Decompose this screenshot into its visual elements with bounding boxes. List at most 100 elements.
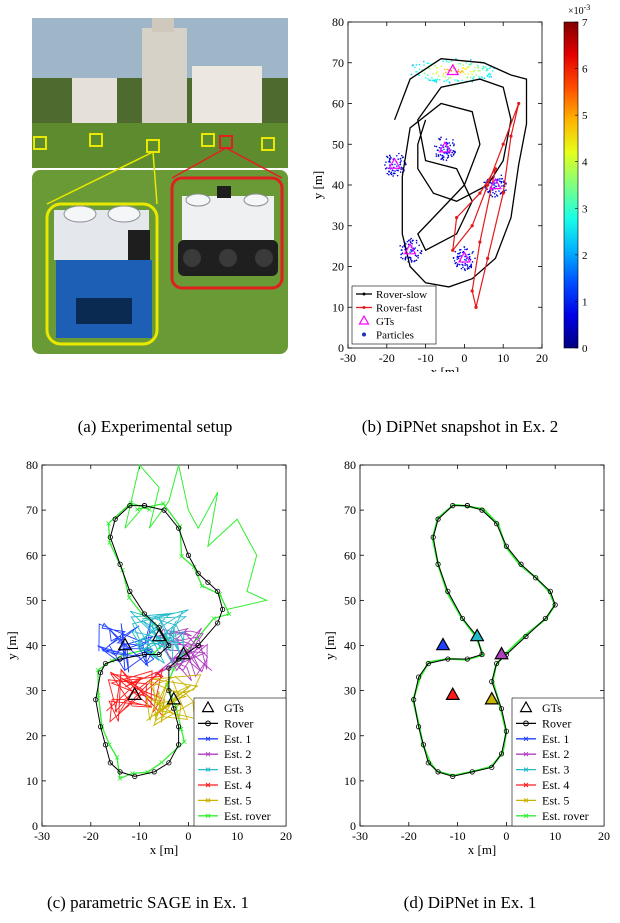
particle — [466, 76, 469, 78]
gt-marker-2 — [89, 133, 103, 147]
particle — [458, 252, 460, 255]
rover-point — [166, 665, 172, 671]
gt-triangle — [457, 251, 471, 263]
chart-d: -30 -20 -10 0 10 20 0 10 20 30 40 50 60 70 80 x [m] y [m… — [318, 446, 618, 886]
gt-zoom-box — [45, 202, 159, 346]
particle — [400, 160, 402, 162]
est-rover-marker — [182, 739, 187, 744]
rover-line — [413, 505, 556, 777]
particle — [404, 163, 407, 166]
rover-fast-point — [501, 142, 505, 146]
particle — [486, 68, 489, 70]
particle — [457, 70, 460, 73]
particle — [457, 68, 460, 71]
particle — [440, 65, 443, 68]
gt-triangle — [166, 691, 182, 705]
particle — [466, 265, 469, 267]
particle — [453, 260, 456, 262]
particle — [501, 185, 503, 187]
rover-point — [420, 742, 427, 748]
rover-point — [112, 516, 118, 522]
particle — [414, 66, 416, 69]
particle — [467, 253, 469, 256]
gt-triangle — [127, 686, 143, 700]
particle — [464, 68, 467, 70]
particle — [410, 237, 412, 240]
particle — [443, 80, 446, 83]
y-tick-label: 30 — [26, 684, 38, 698]
particle — [469, 255, 471, 258]
particle — [488, 76, 491, 78]
rover-point — [102, 660, 109, 667]
particle — [435, 67, 438, 69]
particle — [410, 249, 412, 251]
y-tick-label: 30 — [332, 219, 344, 233]
particle — [394, 163, 396, 166]
gt-triangle — [445, 686, 461, 700]
particle — [474, 257, 476, 260]
rover-point — [450, 773, 456, 779]
particle — [441, 149, 443, 152]
rover-point — [141, 503, 148, 509]
particle — [400, 166, 403, 169]
gt-triangle — [117, 637, 133, 651]
particle — [463, 73, 466, 75]
legend-label: Est. 1 — [542, 732, 569, 746]
rover-fast-point — [470, 224, 474, 228]
particle — [385, 161, 387, 163]
caption-b: (b) DiPNet snapshot in Ex. 2 — [361, 417, 559, 436]
caption-d: (d) DiPNet in Ex. 1 — [403, 893, 537, 912]
rover-point — [219, 606, 226, 612]
est-rover-marker — [173, 703, 178, 709]
colorbar-tick-label: 4 — [582, 157, 588, 169]
legend-swatch-marker — [523, 751, 529, 757]
rover-point — [117, 769, 123, 775]
particle — [450, 60, 453, 63]
particle — [443, 68, 446, 71]
particle — [488, 190, 491, 193]
rover-fast-point — [517, 101, 521, 106]
rover-point — [93, 697, 99, 703]
rover-fast-point — [478, 240, 482, 244]
particle — [397, 158, 400, 160]
particle — [401, 246, 404, 248]
rover-point — [518, 561, 524, 567]
gt-triangle — [489, 177, 502, 190]
particle — [493, 184, 495, 186]
particle — [466, 263, 468, 266]
rover-point — [533, 575, 539, 581]
rover-point — [415, 724, 422, 730]
particle — [409, 241, 412, 243]
dipnet-plot: -30 -20 -10 0 10 20 0 10 20 30 40 50 60 70 80 x [m] y [m… — [322, 458, 610, 857]
est-rover-marker — [106, 521, 111, 526]
rover-point — [450, 503, 456, 509]
particle — [442, 159, 445, 161]
legend-label: GTs — [542, 701, 562, 715]
particle — [437, 149, 439, 152]
particle — [462, 266, 464, 269]
particle — [427, 62, 430, 65]
setup-illustration — [32, 18, 288, 354]
particle — [488, 67, 491, 70]
rover-point — [464, 503, 470, 509]
rover-fast-point — [509, 134, 513, 138]
rover-point — [151, 769, 157, 775]
particle — [475, 74, 478, 76]
rover-point — [552, 602, 558, 608]
particle — [427, 78, 429, 80]
rover-slow-line — [393, 58, 528, 288]
particle — [471, 252, 473, 254]
particle — [396, 174, 399, 177]
rover-point — [176, 525, 182, 531]
particle — [451, 151, 454, 154]
legend-swatch-marker — [205, 751, 211, 757]
particle — [409, 256, 412, 259]
rover-point — [498, 751, 505, 757]
particle — [432, 79, 434, 82]
particle — [490, 76, 492, 78]
x-tick-label: 0 — [503, 829, 509, 843]
particle — [447, 78, 449, 81]
rover-point — [195, 642, 201, 649]
particle — [438, 146, 441, 149]
rover-point — [102, 742, 109, 748]
